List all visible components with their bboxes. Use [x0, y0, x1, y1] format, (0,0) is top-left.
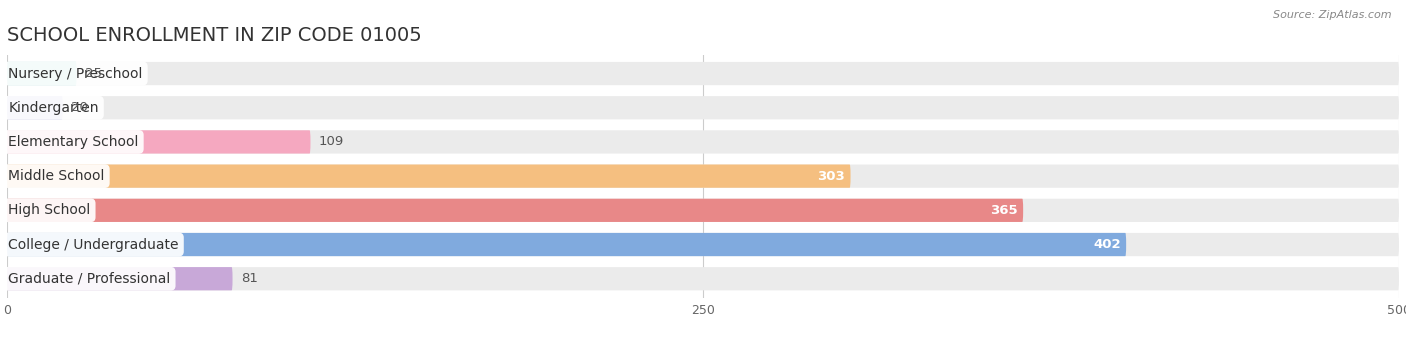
FancyBboxPatch shape	[7, 165, 1399, 188]
FancyBboxPatch shape	[7, 267, 1399, 290]
FancyBboxPatch shape	[7, 96, 63, 119]
FancyBboxPatch shape	[7, 199, 1399, 222]
FancyBboxPatch shape	[7, 267, 232, 290]
Text: College / Undergraduate: College / Undergraduate	[8, 238, 179, 251]
Text: Elementary School: Elementary School	[8, 135, 139, 149]
Text: 25: 25	[84, 67, 103, 80]
Text: 402: 402	[1092, 238, 1121, 251]
Text: Source: ZipAtlas.com: Source: ZipAtlas.com	[1274, 10, 1392, 20]
Text: Graduate / Professional: Graduate / Professional	[8, 272, 170, 286]
Text: 365: 365	[990, 204, 1018, 217]
FancyBboxPatch shape	[7, 62, 1399, 85]
FancyBboxPatch shape	[7, 233, 1126, 256]
Text: 20: 20	[72, 101, 89, 114]
FancyBboxPatch shape	[7, 130, 311, 154]
FancyBboxPatch shape	[7, 199, 1024, 222]
FancyBboxPatch shape	[7, 165, 851, 188]
Text: 109: 109	[319, 135, 344, 148]
Text: 303: 303	[817, 170, 845, 183]
Text: 81: 81	[240, 272, 257, 285]
Text: Kindergarten: Kindergarten	[8, 101, 98, 115]
FancyBboxPatch shape	[7, 233, 1399, 256]
Text: Middle School: Middle School	[8, 169, 105, 183]
Text: SCHOOL ENROLLMENT IN ZIP CODE 01005: SCHOOL ENROLLMENT IN ZIP CODE 01005	[7, 26, 422, 45]
Text: High School: High School	[8, 203, 90, 217]
FancyBboxPatch shape	[7, 96, 1399, 119]
FancyBboxPatch shape	[7, 62, 77, 85]
FancyBboxPatch shape	[7, 130, 1399, 154]
Text: Nursery / Preschool: Nursery / Preschool	[8, 67, 143, 80]
